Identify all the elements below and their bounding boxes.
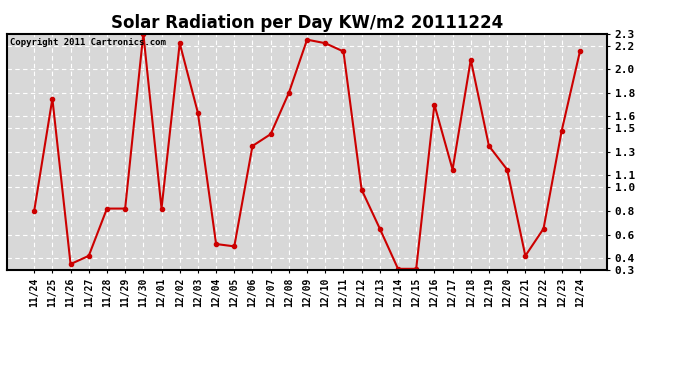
Text: Copyright 2011 Cartronics.com: Copyright 2011 Cartronics.com — [10, 39, 166, 48]
Title: Solar Radiation per Day KW/m2 20111224: Solar Radiation per Day KW/m2 20111224 — [111, 14, 503, 32]
